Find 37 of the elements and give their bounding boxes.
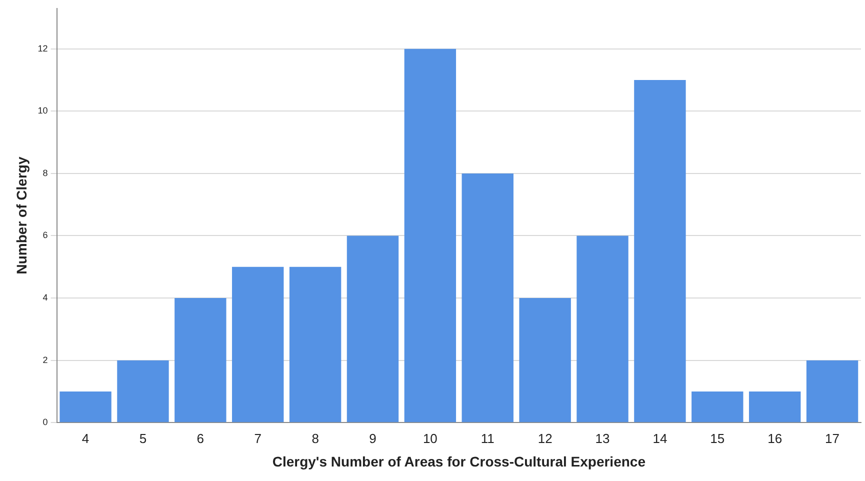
y-tick-label: 10 [38, 106, 48, 116]
bar [404, 48, 456, 422]
x-tick-label: 5 [139, 430, 147, 446]
x-tick-label: 12 [538, 430, 552, 446]
x-tick-label: 8 [312, 430, 319, 446]
y-tick-label: 8 [42, 168, 48, 178]
x-tick-label: 7 [254, 430, 262, 446]
bar [748, 391, 801, 422]
x-tick-label: 16 [768, 430, 782, 446]
x-tick-label: 10 [422, 430, 438, 446]
x-tick-label: 11 [480, 430, 494, 446]
bar [346, 236, 399, 422]
y-tick-label: 0 [42, 417, 48, 428]
x-tick-label: 14 [652, 430, 668, 446]
x-tick-label: 17 [825, 430, 840, 446]
x-tick-label: 15 [710, 430, 725, 446]
bar [232, 266, 284, 422]
y-tick-label: 2 [42, 354, 48, 365]
x-tick-label: 4 [82, 430, 90, 446]
bar [462, 173, 514, 422]
bar [519, 298, 571, 422]
y-tick-label: 4 [42, 292, 48, 303]
bar [692, 391, 744, 422]
bar [117, 360, 169, 422]
y-tick-label: 12 [38, 43, 48, 54]
bar [576, 236, 628, 422]
bar [634, 80, 686, 422]
y-axis-title: Number of Clergy [13, 156, 30, 274]
x-tick-label: 9 [369, 430, 376, 446]
x-axis-title: Clergy's Number of Areas for Cross-Cultural Experience [272, 453, 646, 470]
y-tick-label: 6 [42, 230, 48, 240]
x-tick-label: 13 [595, 430, 610, 446]
bar [289, 266, 342, 422]
bar [174, 298, 226, 422]
x-tick-label: 6 [196, 430, 204, 446]
bar [60, 391, 112, 422]
bar [806, 360, 858, 422]
